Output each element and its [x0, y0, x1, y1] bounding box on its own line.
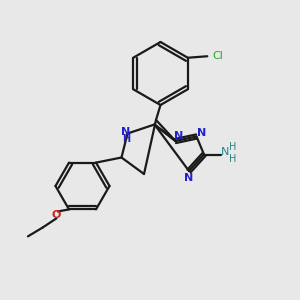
Text: Cl: Cl [212, 51, 223, 61]
Text: H: H [122, 134, 130, 145]
Text: N: N [122, 127, 130, 137]
Text: H: H [229, 142, 236, 152]
Text: O: O [51, 210, 61, 220]
Text: N: N [184, 172, 194, 183]
Text: N: N [221, 147, 229, 157]
Text: H: H [229, 154, 236, 164]
Text: N: N [197, 128, 206, 138]
Text: N: N [174, 131, 183, 141]
